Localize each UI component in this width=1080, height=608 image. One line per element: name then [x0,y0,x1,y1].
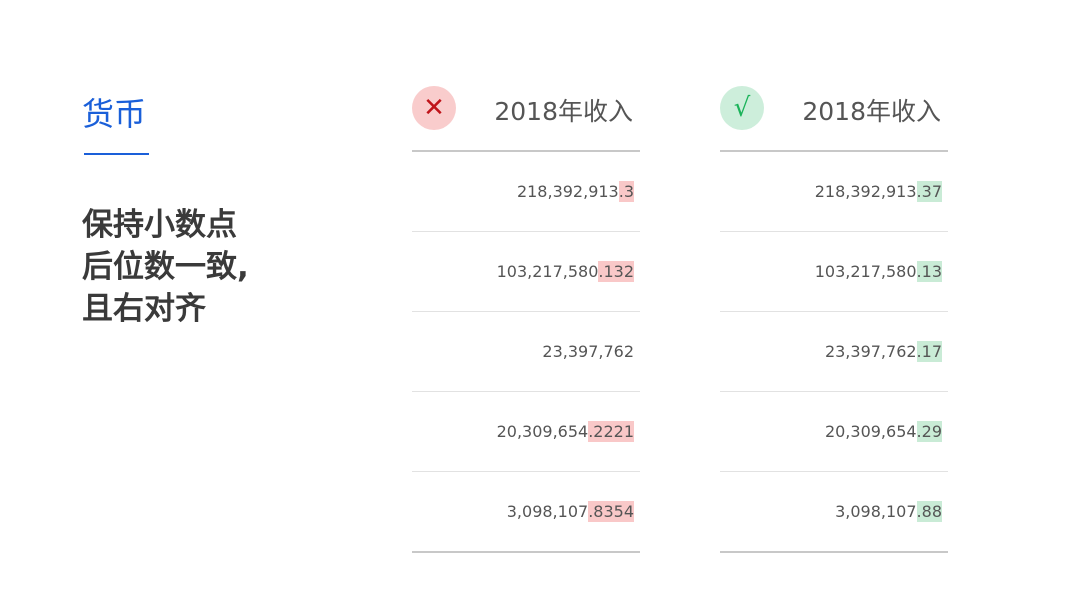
table-row: 103,217,580.132 [412,232,640,312]
table-row: 3,098,107.8354 [412,472,640,553]
column-header: 2018年收入 [802,97,941,126]
table-row: 23,397,762.17 [720,312,948,392]
description-line: 保持小数点 [82,207,237,243]
table-row: 20,309,654.2221 [412,392,640,472]
integer-part: 20,309,654 [824,422,917,441]
integer-part: 3,098,107 [506,502,589,521]
title-underline [84,153,149,155]
description: 保持小数点 后位数一致, 且右对齐 [82,204,249,330]
integer-part: 23,397,762 [824,342,917,361]
integer-part: 103,217,580 [496,262,599,281]
wrong-example-table: ✕ 2018年收入 218,392,913.3 103,217,580.132 … [412,84,640,553]
table-row: 23,397,762 [412,312,640,392]
table-row: 218,392,913.3 [412,152,640,232]
table-row: 3,098,107.88 [720,472,948,553]
integer-part: 20,309,654 [496,422,589,441]
decimal-part: .13 [916,261,942,282]
integer-part: 103,217,580 [814,262,917,281]
table-header: ✕ 2018年收入 [412,84,640,152]
column-header: 2018年收入 [494,97,633,126]
decimal-part: .29 [916,421,942,442]
decimal-part: .2221 [588,421,634,442]
description-line: 且右对齐 [82,291,206,327]
integer-part: 3,098,107 [835,502,917,521]
table-row: 20,309,654.29 [720,392,948,472]
integer-part: 218,392,913 [516,182,619,201]
table-row: 103,217,580.13 [720,232,948,312]
decimal-part: .17 [916,341,942,362]
integer-part: 218,392,913 [814,182,917,201]
table-header: √ 2018年收入 [720,84,948,152]
correct-example-table: √ 2018年收入 218,392,913.37 103,217,580.13 … [720,84,948,553]
integer-part: 23,397,762 [542,342,634,361]
check-icon: √ [720,86,764,130]
cross-icon: ✕ [412,86,456,130]
description-line: 后位数一致, [82,249,249,285]
decimal-part: .37 [916,181,942,202]
section-title: 货币 [82,95,147,133]
decimal-part: .8354 [588,501,634,522]
table-row: 218,392,913.37 [720,152,948,232]
decimal-part: .88 [916,501,942,522]
decimal-part: .132 [598,261,634,282]
decimal-part: .3 [618,181,634,202]
